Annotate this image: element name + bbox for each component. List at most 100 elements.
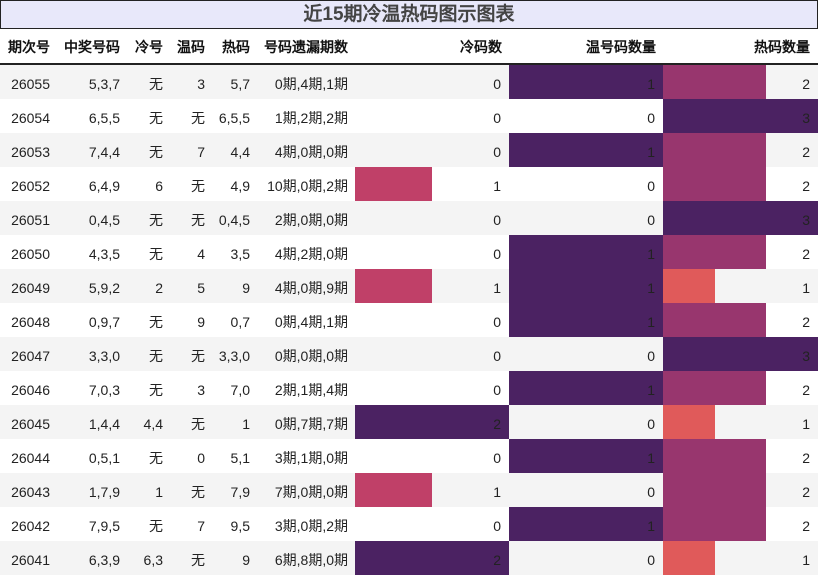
table-row: 26053 7,4,4 无 7 4,4 4期,0期,0期 0 1 2: [0, 133, 818, 167]
cell-miss: 2期,1期,4期: [274, 382, 348, 398]
hot-count-bar: [663, 473, 766, 507]
cold-count-bar: [355, 541, 509, 575]
cell-cold: 无: [149, 348, 163, 364]
cell-numbers: 6,4,9: [88, 178, 120, 194]
hot-count-value: 2: [802, 518, 810, 534]
cell-cold: 6: [155, 178, 163, 194]
hot-count-bar: [663, 99, 818, 133]
table-row: 26055 5,3,7 无 3 5,7 0期,4期,1期 0 1 2: [0, 65, 818, 99]
header-numbers: 中奖号码: [64, 39, 120, 55]
cell-hot: 7,0: [230, 382, 250, 398]
cell-issue: 26045: [11, 416, 50, 432]
table-row: 26051 0,4,5 无 无 0,4,5 2期,0期,0期 0 0 3: [0, 201, 818, 235]
table-row: 26054 6,5,5 无 无 6,5,5 1期,2期,2期 0 0 3: [0, 99, 818, 133]
cell-hot: 4,9: [230, 178, 250, 194]
cell-numbers: 7,9,5: [88, 518, 120, 534]
header-miss: 号码遗漏期数: [264, 39, 348, 55]
cell-cold: 无: [149, 518, 163, 534]
table-row: 26047 3,3,0 无 无 3,3,0 0期,0期,0期 0 0 3: [0, 337, 818, 371]
warm-count-value: 1: [647, 246, 655, 262]
cell-cold: 2: [155, 280, 163, 296]
table-header: 期次号 中奖号码 冷号 温码 热码 号码遗漏期数 冷码数 温号码数量 热码数量: [0, 29, 818, 65]
cell-issue: 26044: [11, 450, 50, 466]
table-row: 26042 7,9,5 无 7 9,5 3期,0期,2期 0 1 2: [0, 507, 818, 541]
hot-count-value: 2: [802, 484, 810, 500]
cell-miss: 0期,7期,7期: [274, 416, 348, 432]
cell-numbers: 7,4,4: [88, 144, 120, 160]
hot-count-value: 3: [802, 348, 810, 364]
cell-warm: 无: [191, 212, 205, 228]
hot-count-bar: [663, 541, 715, 575]
warm-count-value: 1: [647, 450, 655, 466]
warm-count-value: 1: [647, 518, 655, 534]
cell-warm: 7: [197, 518, 205, 534]
warm-count-value: 1: [647, 76, 655, 92]
cold-count-bar: [355, 167, 432, 201]
cell-hot: 1: [242, 416, 250, 432]
cell-hot: 0,4,5: [218, 212, 250, 228]
cell-warm: 9: [197, 314, 205, 330]
table-row: 26045 1,4,4 4,4 无 1 0期,7期,7期 2 0 1: [0, 405, 818, 439]
cold-count-value: 0: [493, 144, 501, 160]
warm-count-bar: [509, 65, 663, 99]
cell-miss: 4期,2期,0期: [274, 246, 348, 262]
cell-miss: 4期,0期,0期: [274, 144, 348, 160]
hot-count-value: 2: [802, 144, 810, 160]
warm-count-bar: [509, 439, 663, 473]
cell-numbers: 6,3,9: [88, 552, 120, 568]
cell-issue: 26050: [11, 246, 50, 262]
header-cold-count: 冷码数: [460, 39, 502, 55]
cell-issue: 26043: [11, 484, 50, 500]
cell-hot: 5,1: [230, 450, 250, 466]
cell-miss: 0期,0期,0期: [274, 348, 348, 364]
warm-count-bar: [509, 235, 663, 269]
header-warm-count: 温号码数量: [586, 39, 656, 55]
cell-warm: 无: [191, 348, 205, 364]
cell-numbers: 5,9,2: [88, 280, 120, 296]
table-title: 近15期冷温热码图示图表: [0, 0, 818, 29]
cell-hot: 3,3,0: [218, 348, 250, 364]
cell-issue: 26053: [11, 144, 50, 160]
cold-count-value: 0: [493, 382, 501, 398]
hot-count-value: 2: [802, 382, 810, 398]
cell-numbers: 0,4,5: [88, 212, 120, 228]
cell-hot: 5,7: [230, 76, 250, 92]
cell-warm: 5: [197, 280, 205, 296]
cell-hot: 4,4: [230, 144, 250, 160]
cell-miss: 10期,0期,2期: [267, 178, 348, 194]
hot-count-value: 1: [802, 416, 810, 432]
table-row: 26048 0,9,7 无 9 0,7 0期,4期,1期 0 1 2: [0, 303, 818, 337]
hot-count-bar: [663, 235, 766, 269]
cell-numbers: 1,7,9: [88, 484, 120, 500]
cell-warm: 无: [191, 416, 205, 432]
hot-count-value: 1: [802, 552, 810, 568]
warm-count-value: 0: [647, 110, 655, 126]
header-hot-count: 热码数量: [754, 39, 810, 55]
cell-warm: 3: [197, 76, 205, 92]
cell-cold: 无: [149, 110, 163, 126]
cell-cold: 6,3: [143, 552, 163, 568]
hot-count-bar: [663, 269, 715, 303]
cold-count-value: 0: [493, 450, 501, 466]
cell-miss: 6期,8期,0期: [274, 552, 348, 568]
header-issue: 期次号: [8, 39, 50, 55]
header-cold: 冷号: [135, 39, 163, 55]
hot-count-value: 2: [802, 246, 810, 262]
cell-hot: 7,9: [230, 484, 250, 500]
hot-count-value: 2: [802, 314, 810, 330]
header-hot: 热码: [222, 39, 250, 55]
cell-issue: 26047: [11, 348, 50, 364]
hot-count-bar: [663, 337, 818, 371]
table-row: 26046 7,0,3 无 3 7,0 2期,1期,4期 0 1 2: [0, 371, 818, 405]
cell-cold: 1: [155, 484, 163, 500]
hot-count-bar: [663, 405, 715, 439]
table-row: 26043 1,7,9 1 无 7,9 7期,0期,0期 1 0 2: [0, 473, 818, 507]
hot-count-bar: [663, 167, 766, 201]
cell-warm: 0: [197, 450, 205, 466]
hot-count-value: 2: [802, 450, 810, 466]
warm-count-value: 0: [647, 178, 655, 194]
cell-warm: 无: [191, 552, 205, 568]
warm-count-value: 1: [647, 144, 655, 160]
cell-miss: 0期,4期,1期: [274, 314, 348, 330]
